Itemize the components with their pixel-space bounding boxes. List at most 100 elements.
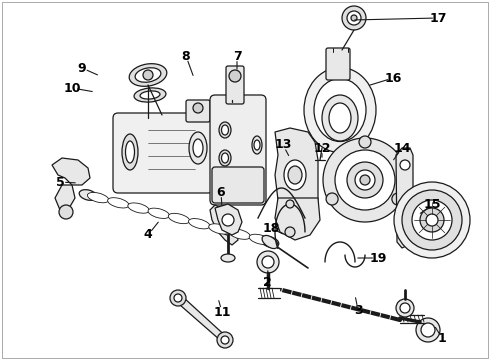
Circle shape xyxy=(402,190,462,250)
Text: 1: 1 xyxy=(438,332,446,345)
Circle shape xyxy=(394,182,470,258)
Ellipse shape xyxy=(262,235,278,248)
Ellipse shape xyxy=(221,125,228,135)
Polygon shape xyxy=(52,158,90,185)
Ellipse shape xyxy=(140,91,160,99)
Ellipse shape xyxy=(284,160,306,190)
Ellipse shape xyxy=(87,193,109,203)
Circle shape xyxy=(229,70,241,82)
Ellipse shape xyxy=(229,229,250,239)
Text: 16: 16 xyxy=(384,72,402,85)
Polygon shape xyxy=(55,185,75,210)
Circle shape xyxy=(360,175,370,185)
Ellipse shape xyxy=(304,68,376,153)
FancyBboxPatch shape xyxy=(326,48,350,80)
Text: 15: 15 xyxy=(423,198,441,211)
Ellipse shape xyxy=(134,88,166,102)
Ellipse shape xyxy=(221,153,228,163)
FancyBboxPatch shape xyxy=(212,167,264,203)
Polygon shape xyxy=(275,128,318,220)
Circle shape xyxy=(323,138,407,222)
Circle shape xyxy=(412,200,452,240)
Ellipse shape xyxy=(252,136,262,154)
Circle shape xyxy=(59,205,73,219)
Ellipse shape xyxy=(148,208,170,219)
Circle shape xyxy=(143,70,153,80)
Text: 19: 19 xyxy=(369,252,387,265)
Circle shape xyxy=(416,318,440,342)
Text: 3: 3 xyxy=(354,303,362,316)
Ellipse shape xyxy=(135,68,161,82)
Ellipse shape xyxy=(122,134,138,170)
Circle shape xyxy=(193,103,203,113)
Ellipse shape xyxy=(221,254,235,262)
Text: 13: 13 xyxy=(274,139,292,152)
Text: 18: 18 xyxy=(262,221,280,234)
Ellipse shape xyxy=(108,198,129,208)
Polygon shape xyxy=(172,298,230,340)
Polygon shape xyxy=(396,148,413,248)
Ellipse shape xyxy=(193,139,203,157)
Ellipse shape xyxy=(254,140,260,150)
Text: 17: 17 xyxy=(429,12,447,24)
Ellipse shape xyxy=(79,190,97,200)
Ellipse shape xyxy=(219,150,231,166)
Ellipse shape xyxy=(314,78,366,141)
Ellipse shape xyxy=(189,219,210,229)
Circle shape xyxy=(400,160,410,170)
Text: 12: 12 xyxy=(313,141,331,154)
Circle shape xyxy=(351,15,357,21)
Ellipse shape xyxy=(209,224,230,234)
Text: 5: 5 xyxy=(56,175,64,189)
Circle shape xyxy=(217,332,233,348)
Ellipse shape xyxy=(219,122,231,138)
Circle shape xyxy=(420,208,444,232)
Ellipse shape xyxy=(128,203,149,213)
Ellipse shape xyxy=(129,64,167,86)
Text: 6: 6 xyxy=(217,185,225,198)
Text: 8: 8 xyxy=(182,49,190,63)
Circle shape xyxy=(221,221,235,235)
FancyBboxPatch shape xyxy=(113,113,213,193)
Circle shape xyxy=(347,162,383,198)
Circle shape xyxy=(257,251,279,273)
Text: 14: 14 xyxy=(393,141,411,154)
Text: 7: 7 xyxy=(233,49,242,63)
Text: 10: 10 xyxy=(63,81,81,94)
Circle shape xyxy=(396,299,414,317)
FancyBboxPatch shape xyxy=(210,95,266,205)
Ellipse shape xyxy=(125,141,134,163)
Circle shape xyxy=(400,303,410,313)
Text: 9: 9 xyxy=(78,62,86,75)
Text: 4: 4 xyxy=(144,229,152,242)
Ellipse shape xyxy=(189,132,207,164)
Circle shape xyxy=(342,6,366,30)
Polygon shape xyxy=(210,205,238,245)
Ellipse shape xyxy=(168,213,190,224)
Circle shape xyxy=(326,193,338,205)
Circle shape xyxy=(286,200,294,208)
Text: 2: 2 xyxy=(263,276,271,289)
Ellipse shape xyxy=(249,234,270,244)
FancyBboxPatch shape xyxy=(186,100,210,122)
Circle shape xyxy=(400,223,410,233)
Circle shape xyxy=(392,193,404,205)
Circle shape xyxy=(221,336,229,344)
Polygon shape xyxy=(275,198,320,240)
Ellipse shape xyxy=(329,103,351,133)
Circle shape xyxy=(355,170,375,190)
Circle shape xyxy=(170,290,186,306)
Circle shape xyxy=(285,227,295,237)
Ellipse shape xyxy=(261,237,279,247)
Ellipse shape xyxy=(288,166,302,184)
Circle shape xyxy=(421,323,435,337)
Polygon shape xyxy=(215,204,242,235)
Circle shape xyxy=(347,11,361,25)
FancyBboxPatch shape xyxy=(226,66,244,104)
Ellipse shape xyxy=(322,95,358,141)
Circle shape xyxy=(174,294,182,302)
Circle shape xyxy=(222,214,234,226)
Circle shape xyxy=(262,256,274,268)
Circle shape xyxy=(359,136,371,148)
Text: 11: 11 xyxy=(213,306,231,319)
